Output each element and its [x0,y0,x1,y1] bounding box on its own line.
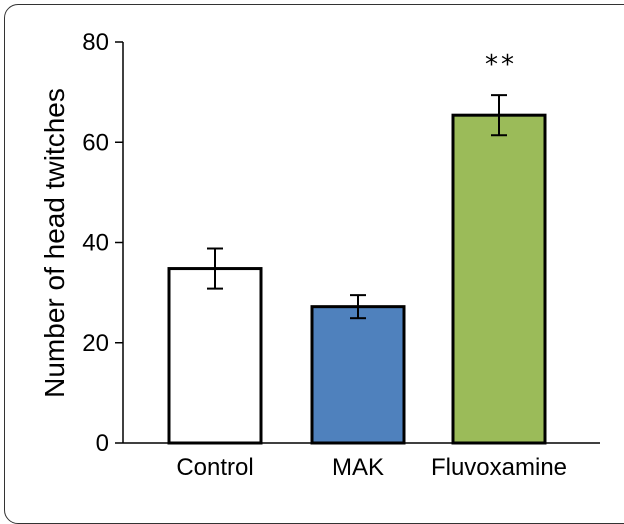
y-tick-label: 40 [82,230,109,257]
y-axis-label: Number of head twitches [39,88,70,398]
y-tick-label: 0 [96,430,109,457]
bar-mak [310,305,406,445]
bar-control [167,267,263,445]
bar-fluvoxamine [451,113,547,445]
y-tick-label: 60 [82,129,109,156]
y-tick-label: 20 [82,330,109,357]
bar-chart: 0 20 40 60 80 Control MAK Fluvoxamine ** Number… [39,29,600,479]
x-tick-label: MAK [332,454,384,479]
x-tick-label: Fluvoxamine [431,454,567,479]
x-tick-label: Control [176,454,253,479]
y-tick-label: 80 [82,29,109,56]
bars: Control MAK Fluvoxamine ** [167,50,567,479]
significance-label: ** [485,50,517,80]
